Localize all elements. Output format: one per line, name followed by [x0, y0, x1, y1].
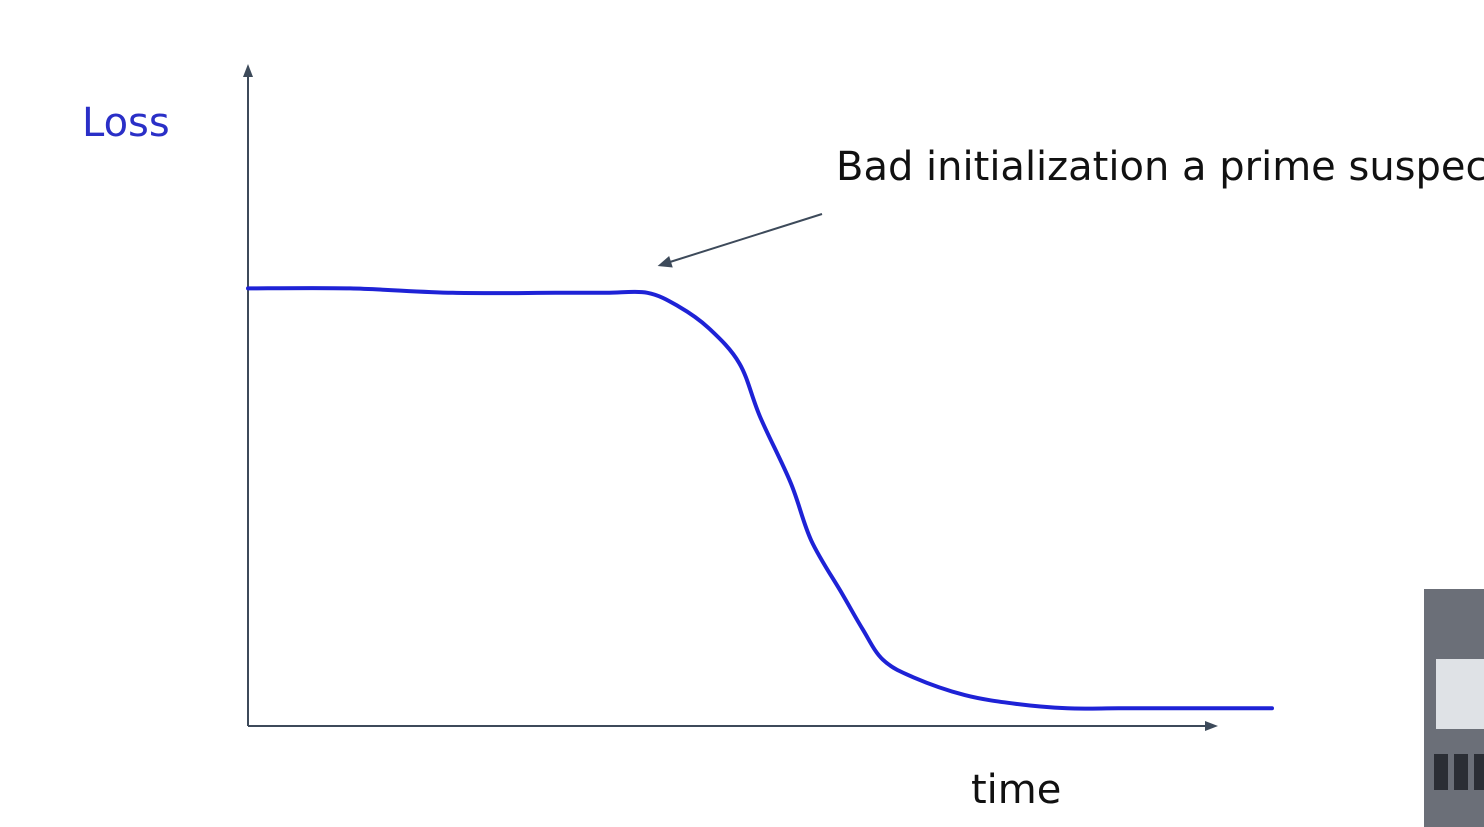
presenter-video-thumbnail [1424, 589, 1484, 827]
annotation-arrowhead [657, 256, 673, 268]
window-pane [1434, 754, 1448, 790]
loss-curve-line [246, 286, 1274, 711]
annotation-arrow-line [663, 213, 823, 265]
axes [243, 64, 1218, 731]
y-axis-label: Loss [82, 100, 170, 146]
window-pane [1474, 754, 1484, 790]
x-axis-label: time [971, 767, 1062, 813]
annotation-text: Bad initialization a prime suspect [836, 144, 1484, 190]
y-axis-arrowhead [243, 64, 253, 77]
annotation-layer [657, 213, 823, 268]
whiteboard [1436, 659, 1484, 729]
x-axis-arrowhead [1205, 721, 1218, 731]
series-layer [246, 286, 1274, 711]
window-pane [1454, 754, 1468, 790]
